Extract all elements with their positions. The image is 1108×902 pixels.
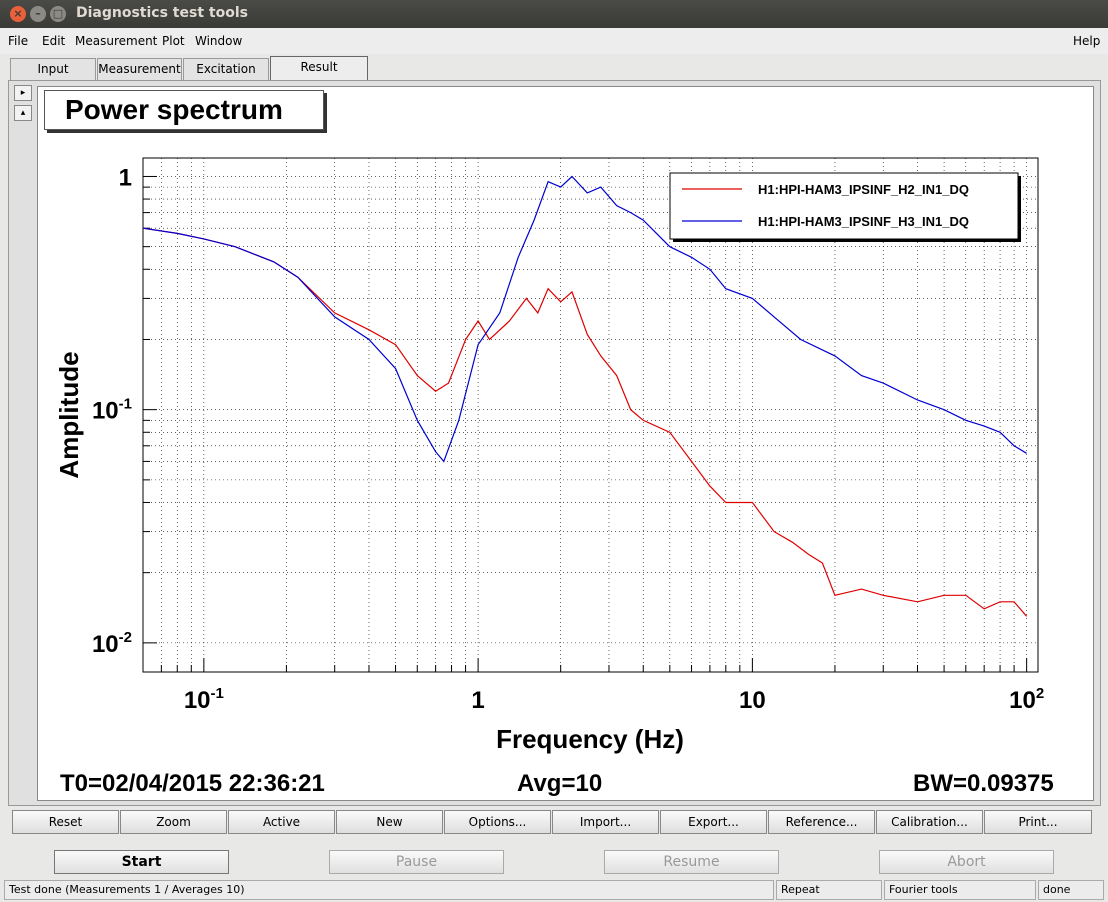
y-axis-label: Amplitude: [54, 351, 84, 478]
t0-label: T0=02/04/2015 22:36:21: [60, 770, 325, 798]
reset-button[interactable]: Reset: [12, 810, 119, 834]
x-tick-label: 1: [471, 687, 484, 714]
options-button[interactable]: Options...: [444, 810, 551, 834]
status-tool: Fourier tools: [884, 880, 1036, 900]
x-tick-label: 102: [1009, 685, 1044, 714]
export-button[interactable]: Export...: [660, 810, 767, 834]
status-state: done: [1038, 880, 1104, 900]
active-button[interactable]: Active: [228, 810, 335, 834]
power-spectrum-chart[interactable]: 10-1 1 10 102 1 10-1 10-2 Frequency (Hz) Amplitu…: [0, 0, 1108, 902]
x-tick-label: 10: [739, 687, 766, 714]
legend-label-2: H1:HPI-HAM3_IPSINF_H3_IN1_DQ: [758, 214, 969, 229]
abort-button[interactable]: Abort: [879, 850, 1054, 874]
x-tick-label: 10-1: [184, 685, 224, 714]
resume-button[interactable]: Resume: [604, 850, 779, 874]
avg-label: Avg=10: [517, 770, 602, 798]
calibration-button[interactable]: Calibration...: [876, 810, 983, 834]
y-tick-label: 10-2: [92, 629, 132, 658]
bw-label: BW=0.09375: [913, 770, 1054, 798]
zoom-button[interactable]: Zoom: [120, 810, 227, 834]
pause-button[interactable]: Pause: [329, 850, 504, 874]
print-button[interactable]: Print...: [984, 810, 1092, 834]
status-mode: Repeat: [776, 880, 882, 900]
import-button[interactable]: Import...: [552, 810, 659, 834]
y-tick-label: 1: [119, 164, 132, 191]
reference-button[interactable]: Reference...: [768, 810, 875, 834]
start-button[interactable]: Start: [54, 850, 229, 874]
y-tick-label: 10-1: [92, 396, 132, 425]
x-axis-label: Frequency (Hz): [496, 724, 684, 754]
new-button[interactable]: New: [336, 810, 443, 834]
legend-label-1: H1:HPI-HAM3_IPSINF_H2_IN1_DQ: [758, 182, 969, 197]
status-message: Test done (Measurements 1 / Averages 10): [4, 880, 774, 900]
